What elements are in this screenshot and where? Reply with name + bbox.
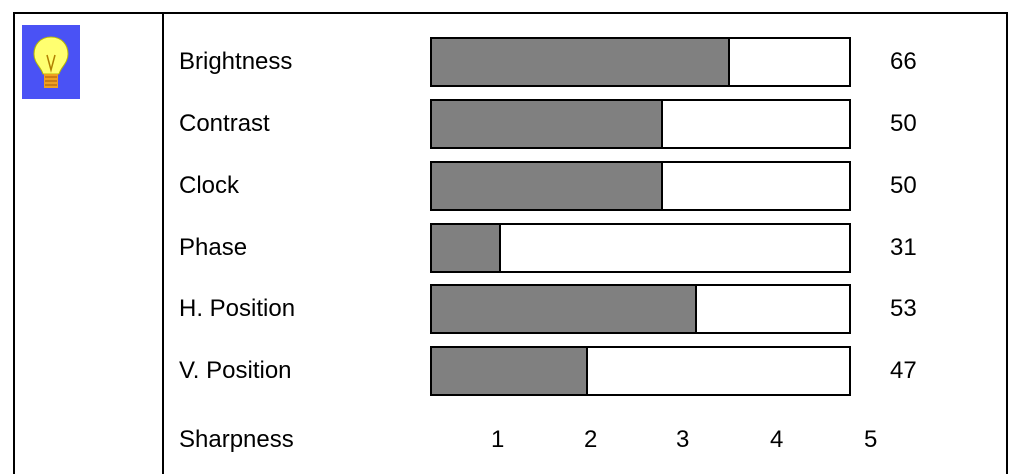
setting-slider[interactable] [430,37,851,87]
sharpness-option[interactable]: 3 [676,426,690,453]
sharpness-option[interactable]: 1 [491,426,505,453]
setting-label: V. Position [179,357,292,384]
setting-label: Clock [179,172,240,199]
sharpness-option[interactable]: 2 [584,426,598,453]
setting-label: H. Position [179,295,296,322]
setting-row-brightness[interactable]: Brightness 66 [164,37,1004,91]
setting-value: 66 [890,48,917,75]
setting-label: Sharpness [179,426,294,453]
slider-fill [432,348,589,394]
slider-fill [432,225,501,271]
osd-frame [13,12,1008,474]
setting-row-contrast[interactable]: Contrast 50 [164,99,1004,153]
setting-label: Contrast [179,110,270,137]
setting-row-sharpness[interactable]: Sharpness 1 2 3 4 5 [164,425,1004,461]
slider-fill [432,163,664,209]
sharpness-option[interactable]: 4 [770,426,784,453]
setting-row-phase[interactable]: Phase 31 [164,223,1004,277]
setting-slider[interactable] [430,346,851,396]
setting-value: 31 [890,234,917,261]
lightbulb-icon [22,25,80,99]
setting-value: 50 [890,172,917,199]
setting-slider[interactable] [430,99,851,149]
setting-row-h-position[interactable]: H. Position 53 [164,284,1004,338]
osd-divider [162,12,164,474]
setting-slider[interactable] [430,161,851,211]
setting-value: 50 [890,110,917,137]
setting-value: 53 [890,295,917,322]
setting-label: Phase [179,234,248,261]
setting-slider[interactable] [430,223,851,273]
slider-fill [432,101,664,147]
slider-fill [432,39,731,85]
setting-label: Brightness [179,48,293,75]
setting-value: 47 [890,357,917,384]
sharpness-option[interactable]: 5 [864,426,878,453]
setting-row-clock[interactable]: Clock 50 [164,161,1004,215]
setting-row-v-position[interactable]: V. Position 47 [164,346,1004,400]
slider-fill [432,286,697,332]
setting-slider[interactable] [430,284,851,334]
